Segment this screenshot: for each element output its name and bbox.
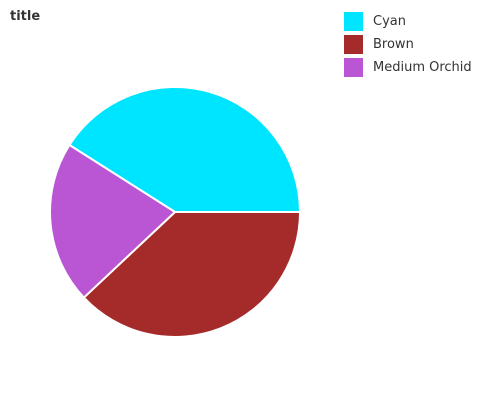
legend-swatch-brown: [344, 35, 363, 54]
pie-slice-medium-orchid: [49, 143, 177, 299]
legend-item-medium-orchid: Medium Orchid: [344, 56, 472, 79]
pie-slice-brown: [82, 211, 302, 338]
legend-item-brown: Brown: [344, 33, 472, 56]
pie-slices: [49, 86, 302, 338]
legend-item-cyan: Cyan: [344, 10, 472, 33]
legend-label-medium-orchid: Medium Orchid: [373, 60, 472, 75]
legend: Cyan Brown Medium Orchid: [344, 10, 472, 79]
legend-label-brown: Brown: [373, 37, 414, 52]
legend-label-cyan: Cyan: [373, 14, 406, 29]
chart-title: title: [10, 9, 41, 24]
legend-swatch-medium-orchid: [344, 58, 363, 77]
legend-swatch-cyan: [344, 12, 363, 31]
